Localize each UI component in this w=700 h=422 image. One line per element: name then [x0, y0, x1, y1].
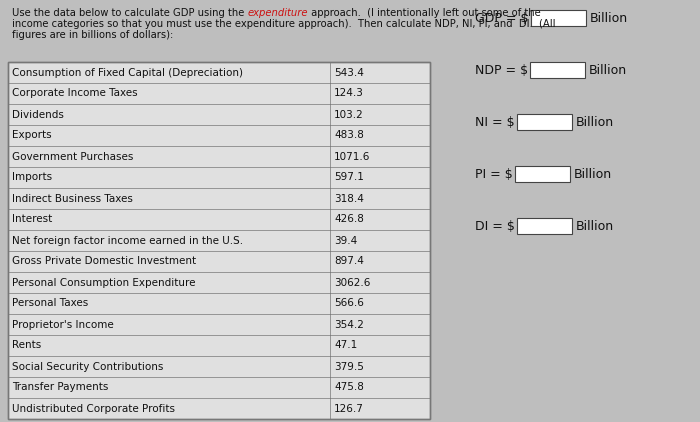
Text: figures are in billions of dollars):: figures are in billions of dollars): [12, 30, 174, 40]
Text: Government Purchases: Government Purchases [12, 151, 134, 162]
Text: 318.4: 318.4 [334, 194, 364, 203]
Text: Billion: Billion [575, 116, 614, 129]
Text: 426.8: 426.8 [334, 214, 364, 225]
Text: income categories so that you must use the expenditure approach).  Then calculat: income categories so that you must use t… [12, 19, 556, 29]
Text: Social Security Contributions: Social Security Contributions [12, 362, 163, 371]
Bar [8, 62, 430, 419]
Bar [530, 62, 585, 78]
Text: Consumption of Fixed Capital (Depreciation): Consumption of Fixed Capital (Depreciati… [12, 68, 243, 78]
Text: Dividends: Dividends [12, 109, 64, 119]
Text: 897.4: 897.4 [334, 257, 364, 267]
Bar [517, 218, 572, 234]
Text: Interest: Interest [12, 214, 52, 225]
Text: Billion: Billion [576, 219, 614, 233]
Bar [8, 62, 430, 419]
Text: Use the data below to calculate GDP using the: Use the data below to calculate GDP usin… [12, 8, 248, 18]
Text: 543.4: 543.4 [334, 68, 364, 78]
Text: NI = $: NI = $ [475, 116, 514, 129]
Text: DI = $: DI = $ [475, 219, 515, 233]
Text: NDP = $: NDP = $ [475, 63, 528, 76]
Text: Personal Consumption Expenditure: Personal Consumption Expenditure [12, 278, 195, 287]
Text: Rents: Rents [12, 341, 41, 351]
Text: Billion: Billion [589, 63, 627, 76]
Text: 39.4: 39.4 [334, 235, 357, 246]
Text: Imports: Imports [12, 173, 52, 182]
Text: Transfer Payments: Transfer Payments [12, 382, 109, 392]
Text: 354.2: 354.2 [334, 319, 364, 330]
Text: 124.3: 124.3 [334, 89, 364, 98]
Text: 126.7: 126.7 [334, 403, 364, 414]
Text: 3062.6: 3062.6 [334, 278, 370, 287]
Text: Gross Private Domestic Investment: Gross Private Domestic Investment [12, 257, 196, 267]
Text: 47.1: 47.1 [334, 341, 357, 351]
Text: 597.1: 597.1 [334, 173, 364, 182]
Bar [514, 166, 570, 182]
Text: 483.8: 483.8 [334, 130, 364, 141]
Text: Proprietor's Income: Proprietor's Income [12, 319, 113, 330]
Text: Undistributed Corporate Profits: Undistributed Corporate Profits [12, 403, 175, 414]
Text: Billion: Billion [589, 11, 628, 24]
Bar [517, 114, 572, 130]
Text: 103.2: 103.2 [334, 109, 364, 119]
Text: expenditure: expenditure [248, 8, 308, 18]
Text: GDP = $: GDP = $ [475, 11, 528, 24]
Text: 566.6: 566.6 [334, 298, 364, 308]
Text: approach.  (I intentionally left out some of the: approach. (I intentionally left out some… [308, 8, 540, 18]
Text: 379.5: 379.5 [334, 362, 364, 371]
Text: 475.8: 475.8 [334, 382, 364, 392]
Text: Corporate Income Taxes: Corporate Income Taxes [12, 89, 138, 98]
Text: Exports: Exports [12, 130, 52, 141]
Bar [531, 10, 585, 26]
Text: Indirect Business Taxes: Indirect Business Taxes [12, 194, 133, 203]
Text: Billion: Billion [574, 168, 612, 181]
Text: Net foreign factor income earned in the U.S.: Net foreign factor income earned in the … [12, 235, 243, 246]
Text: 1071.6: 1071.6 [334, 151, 370, 162]
Text: Personal Taxes: Personal Taxes [12, 298, 88, 308]
Text: PI = $: PI = $ [475, 168, 512, 181]
